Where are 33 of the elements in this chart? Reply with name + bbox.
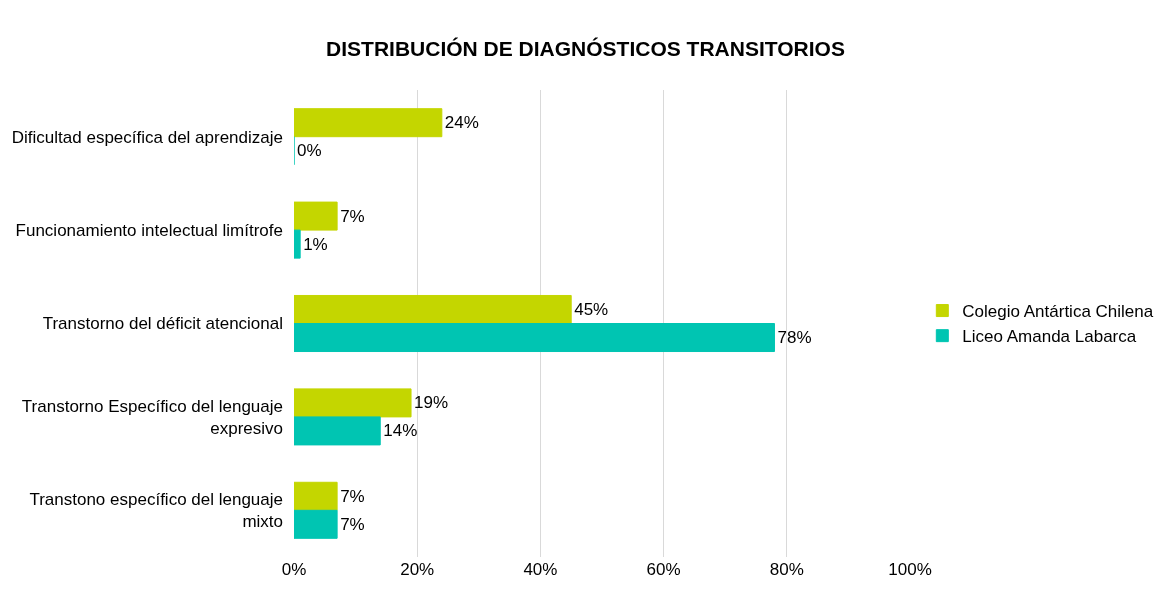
x-tick-label: 80% xyxy=(769,560,804,579)
bar xyxy=(294,323,775,353)
bar xyxy=(294,481,338,511)
y-tick-label: Transtono específico del lenguaje mixto xyxy=(29,490,283,532)
data-label: 19% xyxy=(414,393,449,413)
x-tick-label: 0% xyxy=(281,560,307,579)
legend-label: Liceo Amanda Labarca xyxy=(962,327,1137,347)
data-label: 7% xyxy=(340,486,365,506)
data-label: 45% xyxy=(574,299,609,319)
y-tick-label: Transtorno del déficit atencional xyxy=(42,314,283,334)
bar xyxy=(294,294,572,324)
bar xyxy=(294,388,412,418)
x-tick-label: 40% xyxy=(523,560,558,579)
data-label: 24% xyxy=(444,113,479,133)
data-label: 1% xyxy=(303,234,328,254)
legend-label: Colegio Antártica Chilena xyxy=(962,302,1154,322)
y-tick-label: Transtorno Específico del lenguaje expresivo xyxy=(21,396,283,438)
data-label: 7% xyxy=(340,514,365,534)
bar xyxy=(294,108,443,138)
y-tick-label: Dificultad específica del aprendizaje xyxy=(11,127,283,147)
data-label: 78% xyxy=(777,328,812,348)
x-tick-label: 20% xyxy=(400,560,435,579)
data-label: 7% xyxy=(340,206,365,226)
bar xyxy=(294,416,381,446)
y-tick-label: Funcionamiento intelectual limítrofe xyxy=(15,221,283,241)
data-label: 14% xyxy=(383,421,418,441)
bar xyxy=(294,201,338,231)
bar xyxy=(294,229,301,259)
data-label: 0% xyxy=(297,141,322,161)
x-tick-label: 60% xyxy=(646,560,681,579)
x-tick-label: 100% xyxy=(888,560,932,579)
chart-title: DISTRIBUCIÓN DE DIAGNÓSTICOS TRANSITORIOS xyxy=(326,37,845,61)
bar xyxy=(294,509,338,539)
